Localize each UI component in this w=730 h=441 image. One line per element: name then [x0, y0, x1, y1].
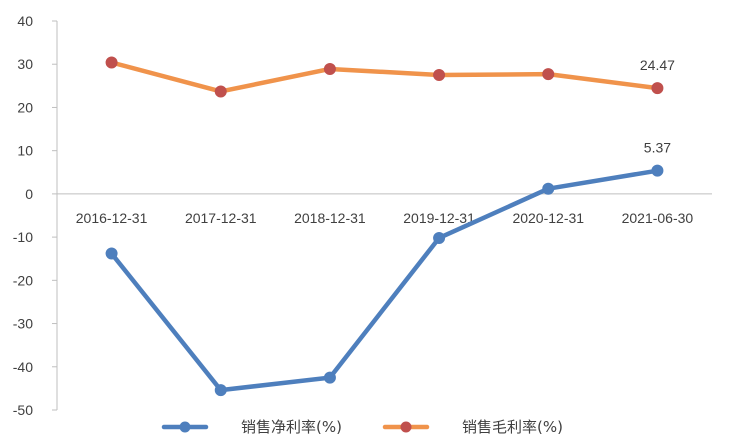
data-point	[323, 62, 336, 75]
data-point	[433, 231, 446, 244]
series-layer: 5.37 24.47	[105, 56, 675, 397]
legend-swatch-marker	[400, 421, 412, 433]
legend-item-1: 销售净利率(%)	[161, 418, 342, 436]
y-tick-label: -50	[13, 402, 33, 418]
series-line	[109, 60, 660, 94]
y-tick-label: -40	[13, 359, 33, 375]
data-point	[542, 182, 555, 195]
legend-label: 销售毛利率(%)	[462, 418, 563, 436]
y-tick-label: 40	[17, 13, 33, 29]
data-label: 5.37	[644, 140, 671, 156]
data-point	[214, 85, 227, 98]
data-point	[214, 384, 227, 397]
x-tick-label: 2017-12-31	[185, 210, 257, 226]
y-tick-label: 30	[17, 56, 33, 72]
data-point	[651, 164, 664, 177]
data-point	[105, 56, 118, 69]
data-point	[433, 69, 446, 82]
x-tick-label: 2016-12-31	[76, 210, 148, 226]
y-tick-label: -20	[13, 272, 33, 288]
data-point	[651, 82, 664, 95]
series-1: 5.37	[105, 140, 671, 397]
x-axis-ticks: 2016-12-31 2017-12-31 2018-12-31 2019-12-31…	[76, 210, 694, 226]
x-tick-label: 2021-06-30	[622, 210, 694, 226]
legend-item-2: 销售毛利率(%)	[382, 418, 563, 436]
x-tick-label: 2019-12-31	[403, 210, 475, 226]
legend-label: 销售净利率(%)	[241, 418, 342, 436]
y-tick-label: -10	[13, 229, 33, 245]
y-axis-ticks: 40 30 20 10 0 -10 -20 -30 -40 -50	[13, 13, 57, 418]
y-tick-label: 10	[17, 143, 33, 159]
y-tick-label: -30	[13, 316, 33, 332]
x-tick-label: 2020-12-31	[512, 210, 584, 226]
legend-swatch-marker	[179, 421, 191, 433]
series-2: 24.47	[105, 56, 675, 98]
legend: 销售净利率(%) 销售毛利率(%)	[161, 418, 563, 436]
data-point	[105, 247, 118, 260]
data-point	[323, 371, 336, 384]
y-tick-label: 20	[17, 99, 33, 115]
data-label: 24.47	[640, 57, 675, 73]
x-tick-label: 2018-12-31	[294, 210, 366, 226]
series-line	[109, 168, 660, 393]
data-point	[542, 68, 555, 81]
y-tick-label: 0	[25, 186, 33, 202]
